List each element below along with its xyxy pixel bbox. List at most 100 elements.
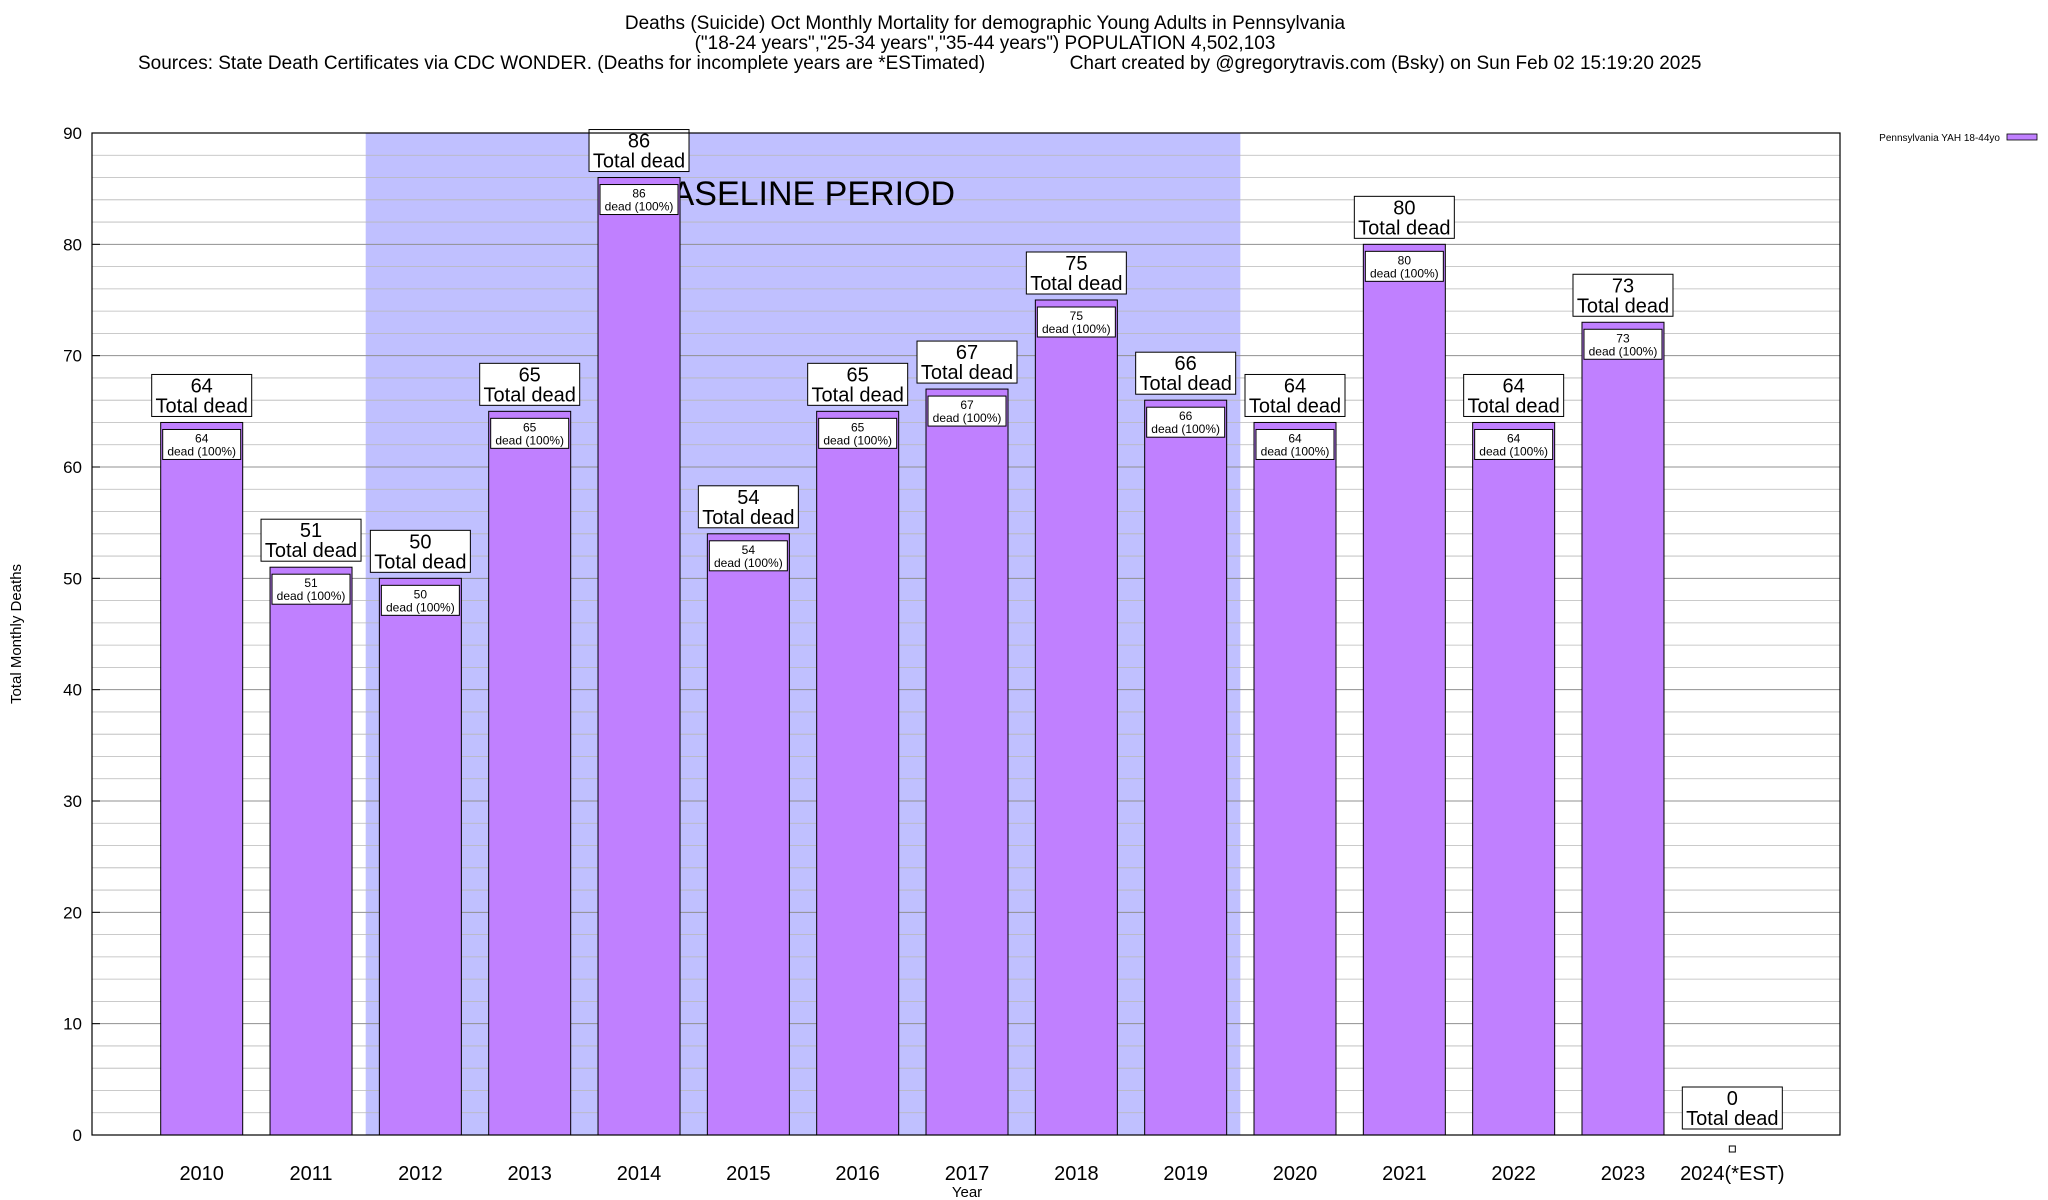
bar-total-value: 65 [847,364,869,386]
y-tick-label: 0 [73,1126,82,1145]
bar-total-label-box [260,518,362,562]
bar-inner-value: 50 [414,587,428,601]
bar-total-value: 67 [956,342,978,364]
x-tick-label: 2022 [1491,1163,1536,1185]
x-tick-label: 2024(*EST) [1680,1163,1785,1185]
x-tick-label: 2019 [1163,1163,1208,1185]
bar [1253,421,1337,1136]
x-tick-label: 2013 [507,1163,552,1185]
bar-total-text: Total dead [1358,217,1450,239]
bar-total-text: Total dead [593,151,685,173]
x-tick-label: 2016 [835,1163,880,1185]
bar-inner-percent: dead (100%) [1479,444,1548,458]
x-tick-label: 2015 [726,1163,771,1185]
bar-inner-percent: dead (100%) [386,600,455,614]
legend-swatch [2006,133,2038,141]
x-axis-label: Year [952,1184,982,1200]
bar-total-label-box [916,340,1018,384]
bar-inner-label-box [380,584,460,616]
bar-total-label-box [588,129,690,173]
bar-total-value: 0 [1727,1088,1738,1110]
bar [488,410,572,1136]
bar-total-value: 64 [1503,375,1525,397]
bar-inner-value: 73 [1616,331,1630,345]
bar-inner-value: 64 [1507,431,1521,445]
bar-total-label-box [1353,195,1455,239]
bar-inner-percent: dead (100%) [495,433,564,447]
bar-total-text: Total dead [702,507,794,529]
bar-total-label-box [1025,251,1127,295]
bar-total-value: 64 [191,375,213,397]
bar-inner-percent: dead (100%) [167,444,236,458]
bar-total-value: 50 [409,531,431,553]
bar-inner-label-box [490,417,570,449]
legend-entry-label: Pennsylvania YAH 18-44yo [1879,133,2000,144]
bar-total-value: 51 [300,520,322,542]
bar-total-text: Total dead [1686,1108,1778,1130]
bar-total-label-box [1135,351,1237,395]
y-tick-label: 20 [63,903,82,922]
bar-total-value: 54 [737,487,759,509]
x-tick-label: 2021 [1382,1163,1427,1185]
bar-inner-label-box [162,428,242,460]
bar-inner-label-box [1255,428,1335,460]
bar-inner-label-box [1474,428,1554,460]
bar-total-text: Total dead [265,540,357,562]
bar-inner-percent: dead (100%) [1370,266,1439,280]
bar-inner-percent: dead (100%) [1261,444,1330,458]
bar-total-text: Total dead [1249,395,1341,417]
bar [1034,299,1118,1136]
x-tick-label: 2023 [1601,1163,1646,1185]
bar-inner-value: 66 [1179,409,1193,423]
bar-inner-value: 75 [1070,309,1084,323]
x-tick-label: 2011 [290,1163,333,1185]
bar-inner-value: 51 [304,576,318,590]
bar-total-label-box [1681,1086,1783,1130]
bar-inner-percent: dead (100%) [277,589,346,603]
bar-inner-value: 86 [632,187,646,201]
bar-total-value: 66 [1175,353,1197,375]
bar-inner-percent: dead (100%) [714,556,783,570]
bar [816,410,900,1136]
bar-total-label-box [807,362,909,406]
bar-total-value: 80 [1393,197,1415,219]
chart-title-block: Deaths (Suicide) Oct Monthly Mortality f… [0,0,2048,80]
y-tick-label: 10 [63,1015,82,1034]
x-tick-label: 2020 [1273,1163,1318,1185]
bar [269,566,353,1136]
bar-total-label-box [1463,373,1565,417]
bar-total-text: Total dead [1140,373,1232,395]
bar-total-text: Total dead [1577,295,1669,317]
bar-inner-label-box [1036,306,1116,338]
bar-inner-percent: dead (100%) [1042,322,1111,336]
bar-total-value: 86 [628,131,650,153]
bar-total-text: Total dead [1030,273,1122,295]
bar [378,577,462,1136]
y-tick-label: 30 [63,792,82,811]
bar-total-value: 75 [1065,253,1087,275]
bar-total-value: 65 [519,364,541,386]
bar-total-value: 73 [1612,275,1634,297]
bar-total-text: Total dead [156,395,248,417]
bar-total-label-box [479,362,581,406]
bar-inner-value: 65 [851,420,865,434]
bar-total-value: 64 [1284,375,1306,397]
x-tick-label: 2018 [1054,1163,1099,1185]
bar-inner-label-box [271,573,351,605]
y-tick-label: 60 [63,458,82,477]
bar-total-label-box [1572,273,1674,317]
bar-inner-value: 64 [1288,431,1302,445]
y-axis-label: Total Monthly Deaths [8,564,25,704]
bar-inner-label-box [599,184,679,216]
y-tick-label: 70 [63,347,82,366]
baseline-period-label: BASELINE PERIOD [649,175,955,213]
bar-inner-percent: dead (100%) [1589,344,1658,358]
bar-inner-percent: dead (100%) [1151,422,1220,436]
bar-inner-value: 65 [523,420,537,434]
chart-source-note: Sources: State Death Certificates via CD… [138,53,1702,74]
chart-title: Deaths (Suicide) Oct Monthly Mortality f… [624,13,1346,34]
chart-subtitle: ("18-24 years","25-34 years","35-44 year… [694,33,1276,54]
bar-inner-value: 67 [960,398,974,412]
bar [1581,321,1665,1136]
bar-inner-value: 64 [195,431,209,445]
